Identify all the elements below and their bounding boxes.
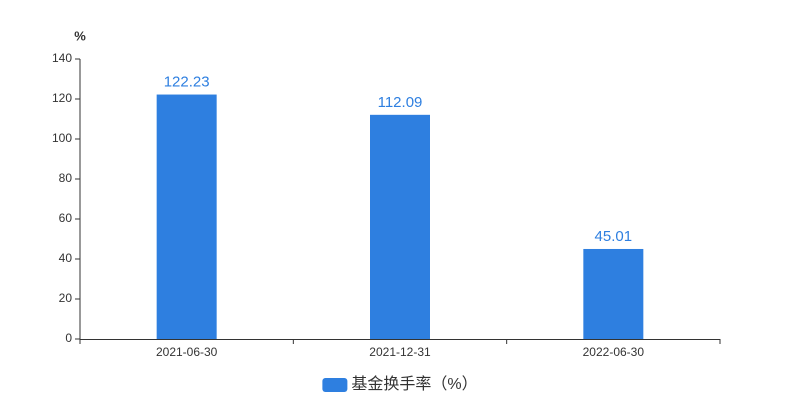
x-tick-label: 2022-06-30 (583, 345, 645, 359)
y-axis-label: % (74, 28, 86, 43)
y-tick-label: 140 (52, 51, 72, 65)
y-tick-label: 100 (52, 131, 72, 145)
bar (156, 94, 217, 339)
x-tick-label: 2021-12-31 (369, 345, 431, 359)
y-tick-label: 20 (59, 291, 73, 305)
bar (583, 248, 644, 339)
value-label: 112.09 (378, 94, 423, 111)
y-tick-label: 0 (65, 331, 72, 345)
legend-label: 基金换手率（%） (351, 375, 477, 393)
x-tick-label: 2021-06-30 (156, 345, 218, 359)
y-tick-label: 60 (59, 211, 73, 225)
value-label: 122.23 (164, 74, 210, 91)
value-label: 45.01 (595, 228, 633, 245)
legend-item[interactable]: 基金换手率（%） (322, 375, 478, 393)
legend-swatch (322, 378, 348, 392)
y-tick-label: 80 (59, 171, 73, 185)
bar (370, 114, 430, 339)
y-tick-label: 40 (59, 251, 73, 265)
y-tick-label: 120 (52, 91, 72, 105)
